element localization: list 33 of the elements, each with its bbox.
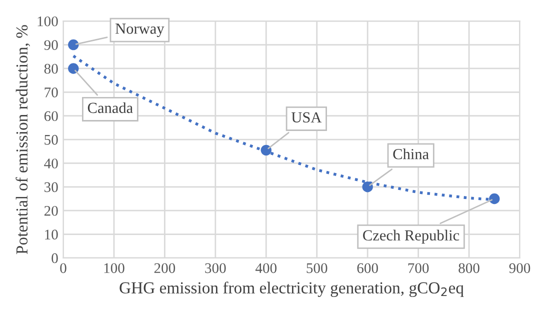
annotation: Norway (116, 24, 164, 37)
y-tick-label: 10 (45, 230, 58, 240)
x-tick-label: 600 (357, 263, 378, 274)
point (68, 39, 79, 50)
x-tick-label: 0 (60, 263, 66, 274)
y-tick-label: 30 (44, 182, 58, 192)
x-tick-label: 300 (205, 263, 226, 274)
y-tick-label: 70 (44, 88, 58, 98)
annotation: Czech Republic (363, 230, 460, 244)
y-tick-label: 90 (44, 40, 58, 50)
y-tick-label: 100 (38, 16, 58, 26)
annotation: USA (291, 112, 322, 123)
x-tick-label: 100 (104, 263, 124, 274)
y-tick-label: 40 (44, 158, 58, 168)
x-tick-label: 200 (154, 263, 176, 274)
x-tick-label: 800 (458, 263, 480, 274)
point (362, 182, 373, 192)
point (260, 144, 272, 156)
y-tick-label: 80 (44, 64, 58, 74)
annotation: China (393, 148, 429, 160)
y-tick-label: 50 (44, 134, 58, 145)
y-tick-label: 20 (44, 206, 58, 216)
point (68, 63, 79, 74)
x-tick-label: 500 (306, 263, 328, 274)
x-axis-title: GHG emission from electricity generation, gCO$_{2}$eq (120, 282, 464, 297)
y-tick-label: 60 (44, 111, 58, 122)
y-axis-title: Potential of emission reduction, % (16, 25, 30, 254)
x-tick-label: 400 (255, 263, 277, 274)
annotation: Canada (88, 102, 133, 114)
point (489, 193, 500, 204)
x-tick-label: 900 (509, 263, 530, 274)
x-tick-label: 700 (408, 263, 429, 274)
y-tick-label: 0 (52, 253, 58, 264)
